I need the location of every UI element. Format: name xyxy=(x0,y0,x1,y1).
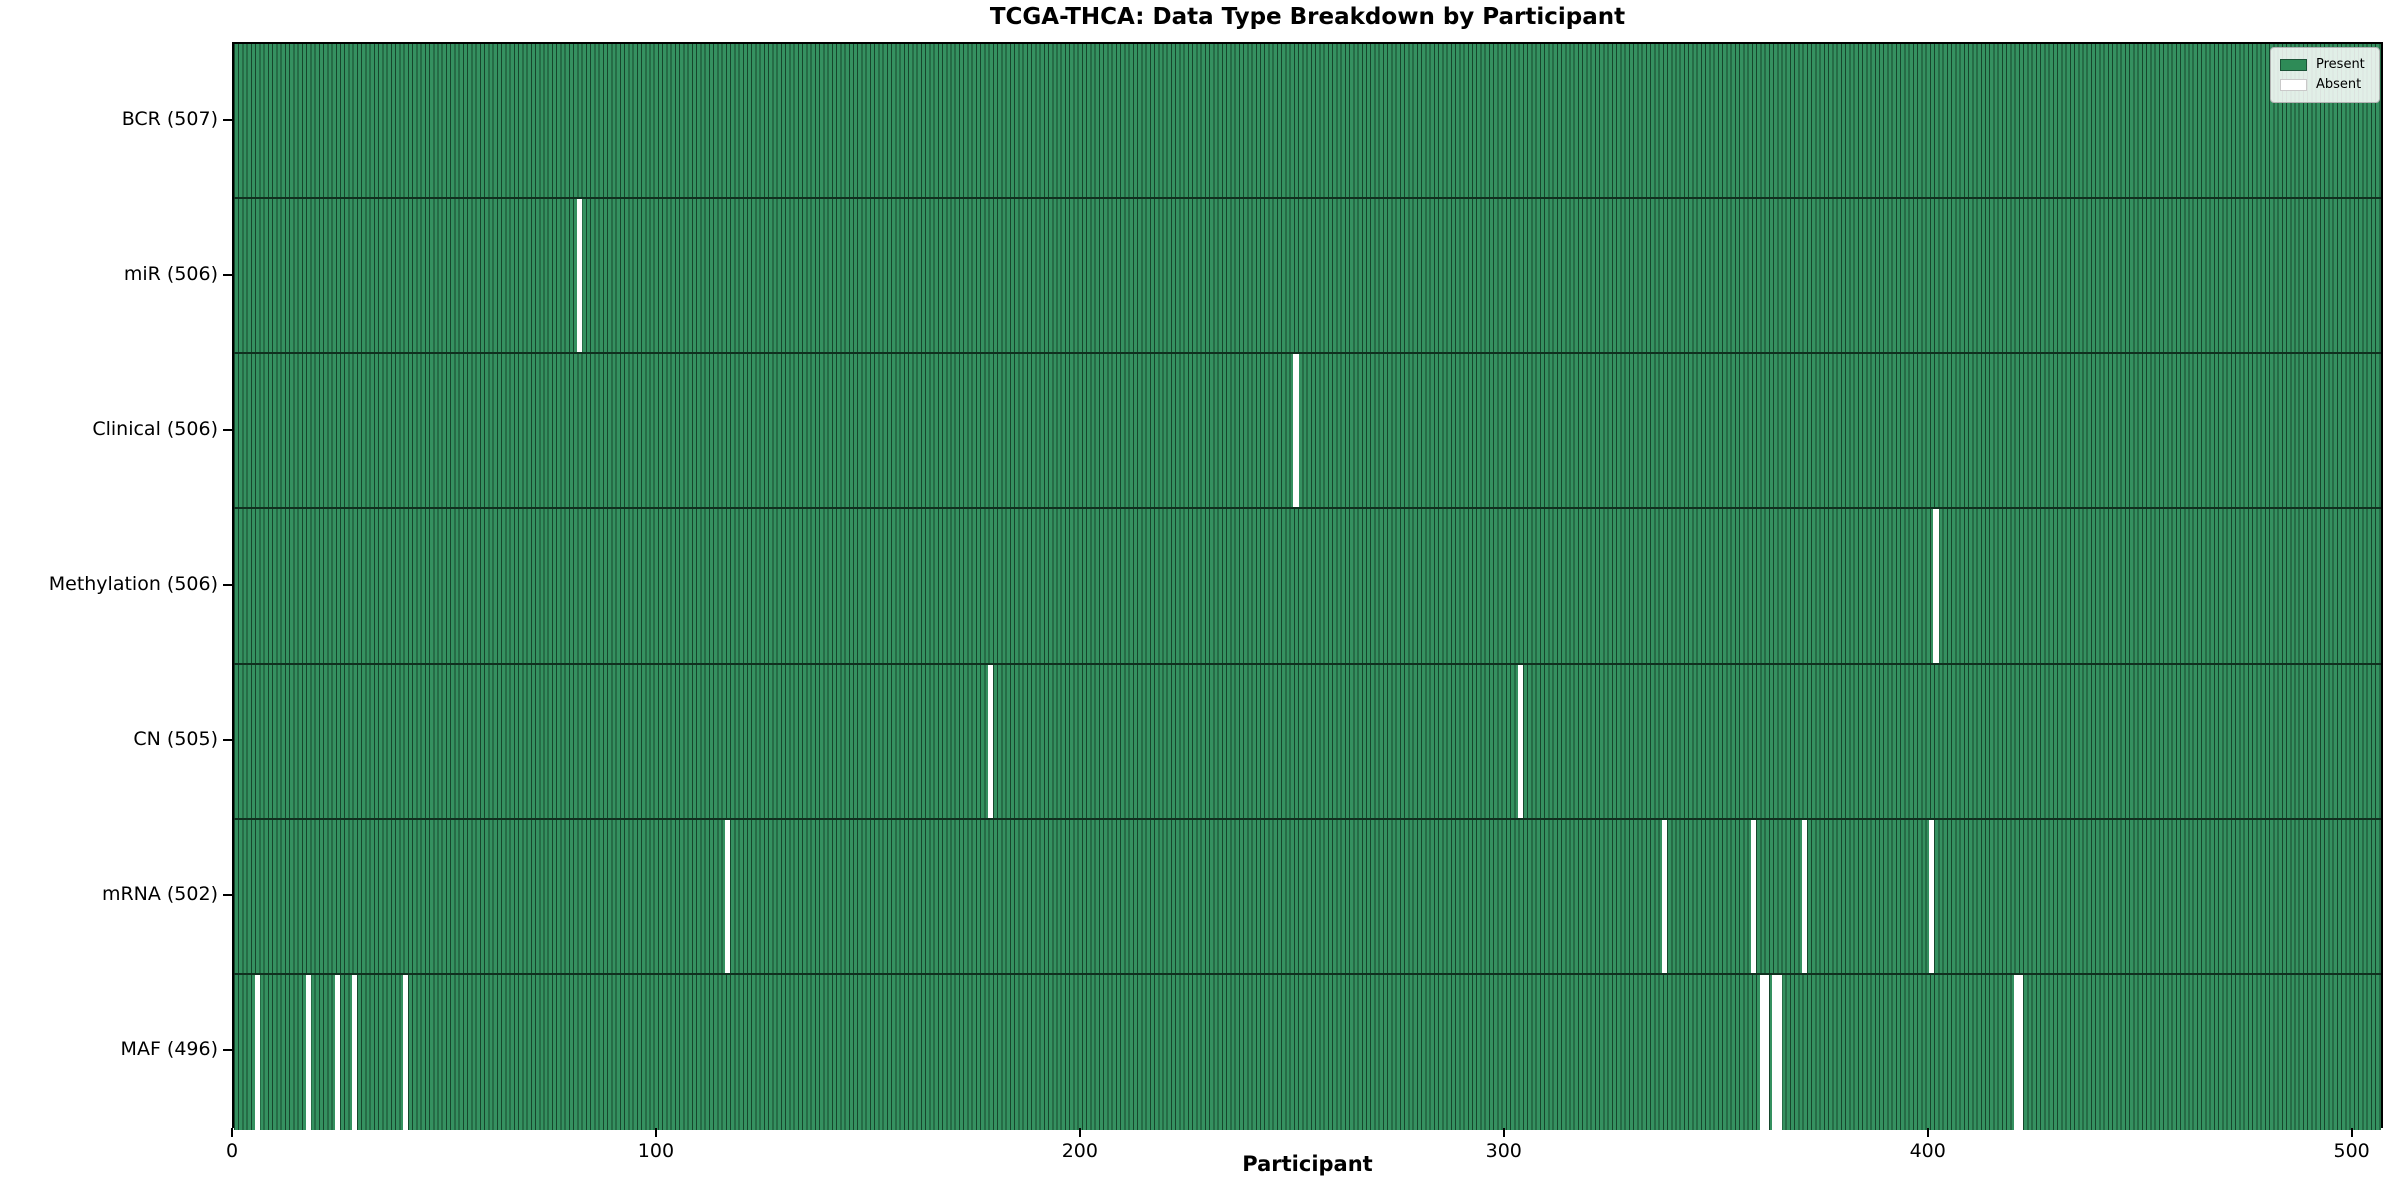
data-row-cn xyxy=(234,664,2381,820)
y-tick-mark xyxy=(223,739,232,742)
absent-bar xyxy=(352,974,358,1130)
absent-bar xyxy=(1662,819,1668,973)
y-tick-mark xyxy=(223,118,232,121)
absent-bar xyxy=(1929,819,1935,973)
legend-label-present: Present xyxy=(2316,57,2365,72)
x-tick-label: 500 xyxy=(2333,1140,2370,1162)
y-tick-mark xyxy=(223,273,232,276)
y-tick-mark xyxy=(223,428,232,431)
x-tick-mark xyxy=(1078,1128,1081,1137)
legend: Present Absent xyxy=(2270,47,2380,103)
y-tick-mark xyxy=(223,894,232,897)
y-tick-label: miR (506) xyxy=(123,262,218,285)
y-tick-label: Methylation (506) xyxy=(48,573,218,595)
x-tick-mark xyxy=(2350,1128,2353,1137)
absent-bar xyxy=(1763,974,1770,1130)
y-tick-mark xyxy=(223,1049,232,1052)
absent-bar xyxy=(335,974,341,1130)
x-tick-label: 100 xyxy=(637,1140,675,1162)
data-row-clinical xyxy=(234,354,2381,510)
absent-bar xyxy=(576,199,583,353)
plot-area xyxy=(232,42,2383,1130)
absent-bar xyxy=(1933,509,1939,663)
data-row-methylation xyxy=(234,509,2381,665)
legend-label-absent: Absent xyxy=(2316,77,2362,92)
x-axis-label: Participant xyxy=(1242,1152,1373,1176)
present-swatch-icon xyxy=(2280,59,2307,71)
absent-bar xyxy=(1751,819,1757,973)
absent-bar xyxy=(2018,974,2024,1130)
legend-item-absent: Absent xyxy=(2280,75,2370,95)
absent-bar xyxy=(725,819,731,973)
x-tick-label: 200 xyxy=(1061,1140,1098,1162)
y-tick-label: Clinical (506) xyxy=(92,417,218,440)
x-tick-mark xyxy=(231,1128,233,1137)
legend-item-present: Present xyxy=(2280,55,2370,75)
absent-bar xyxy=(403,974,409,1130)
x-tick-label: 0 xyxy=(225,1140,239,1162)
x-tick-label: 400 xyxy=(1909,1140,1946,1162)
chart-title: TCGA-THCA: Data Type Breakdown by Partic… xyxy=(989,4,1626,30)
x-tick-label: 300 xyxy=(1485,1140,1522,1162)
x-tick-mark xyxy=(654,1128,657,1137)
y-tick-label: BCR (507) xyxy=(121,107,218,130)
y-tick-label: MAF (496) xyxy=(120,1038,218,1061)
absent-bar xyxy=(1759,974,1765,1130)
absent-bar xyxy=(988,664,994,818)
absent-bar xyxy=(1293,354,1299,508)
absent-swatch-icon xyxy=(2280,79,2307,91)
data-row-mir xyxy=(234,199,2381,355)
absent-bar xyxy=(2013,974,2020,1130)
y-tick-mark xyxy=(223,584,232,586)
absent-bar xyxy=(1776,974,1782,1130)
data-row-mrna xyxy=(234,819,2381,975)
absent-bar xyxy=(305,974,311,1130)
y-tick-label: mRNA (502) xyxy=(101,883,218,906)
x-tick-mark xyxy=(1502,1128,1505,1137)
absent-bar xyxy=(1517,664,1524,818)
x-tick-mark xyxy=(1926,1128,1929,1137)
absent-bar xyxy=(254,974,260,1130)
y-tick-label: CN (505) xyxy=(133,728,218,751)
absent-bar xyxy=(1772,974,1778,1130)
data-row-maf xyxy=(234,974,2381,1130)
data-row-bcr xyxy=(234,44,2381,200)
absent-bar xyxy=(1802,819,1808,973)
